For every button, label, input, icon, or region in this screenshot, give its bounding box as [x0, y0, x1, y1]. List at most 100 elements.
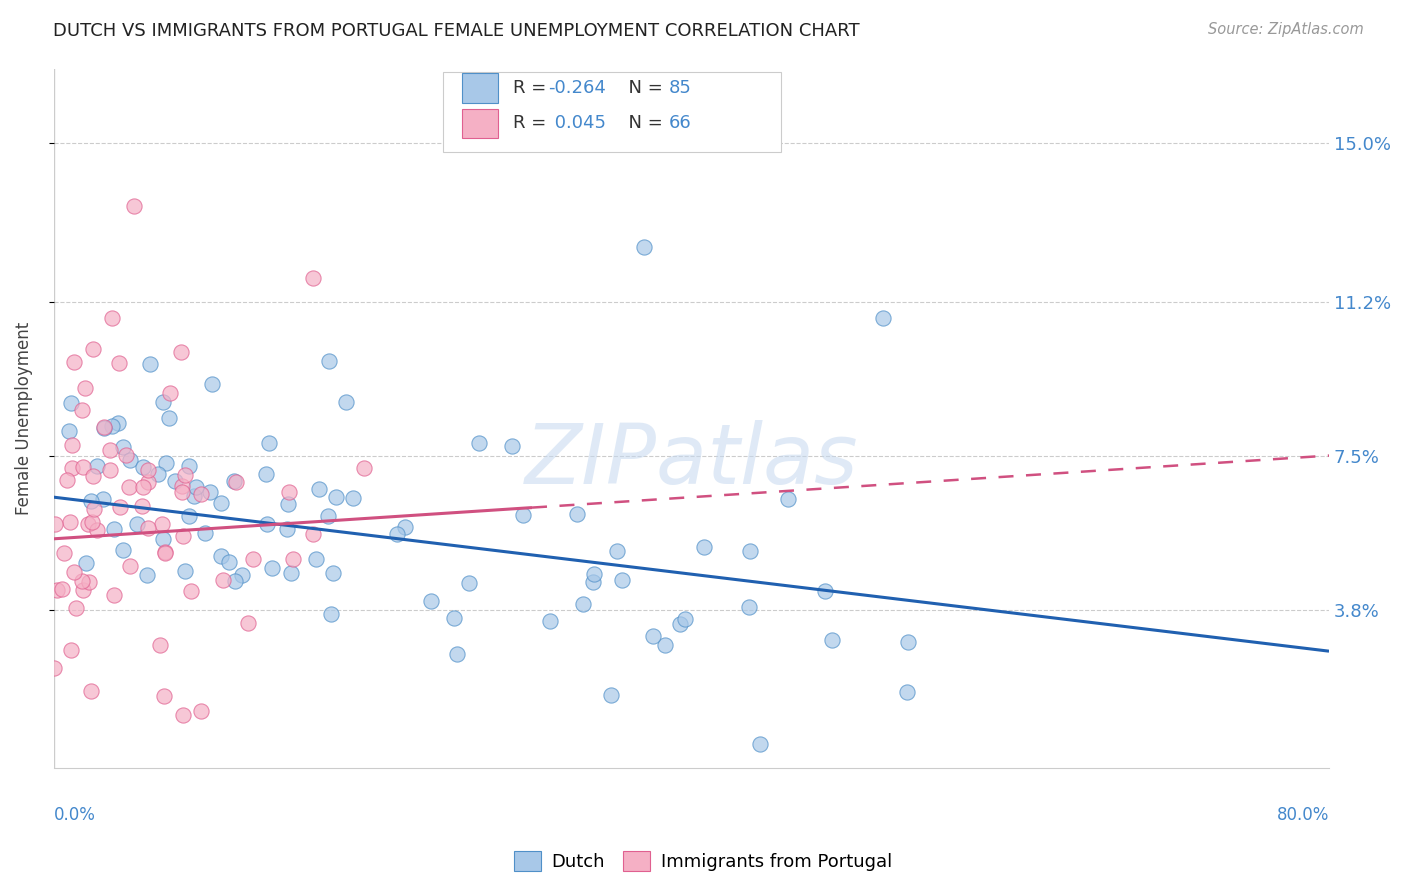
Legend: Dutch, Immigrants from Portugal: Dutch, Immigrants from Portugal: [506, 844, 900, 879]
Point: [59, 515, 82, 529]
Point: [198, 485, 221, 500]
Point: [83, 501, 105, 516]
Point: [172, 708, 194, 723]
Point: [98, 442, 121, 457]
Point: [319, 607, 342, 621]
Point: [118, 480, 141, 494]
Point: [108, 356, 131, 370]
Point: [385, 527, 408, 541]
Text: R =: R =: [513, 114, 553, 132]
Point: [136, 475, 159, 489]
Point: [896, 685, 918, 699]
Point: [305, 551, 328, 566]
Text: DUTCH VS IMMIGRANTS FROM PORTUGAL FEMALE UNEMPLOYMENT CORRELATION CHART: DUTCH VS IMMIGRANTS FROM PORTUGAL FEMALE…: [53, 22, 860, 40]
Point: [170, 344, 193, 359]
Point: [872, 311, 894, 326]
Point: [776, 492, 799, 507]
FancyBboxPatch shape: [443, 72, 780, 153]
Point: [238, 615, 260, 630]
Point: [86, 458, 108, 473]
Point: [63, 565, 86, 579]
Point: [183, 489, 205, 503]
Point: [538, 614, 561, 628]
Point: [80, 494, 103, 508]
Point: [302, 526, 325, 541]
Point: [72, 582, 94, 597]
Point: [458, 575, 481, 590]
Point: [276, 522, 298, 536]
Point: [152, 532, 174, 546]
Point: [155, 456, 177, 470]
Point: [60, 461, 83, 475]
Point: [77, 574, 100, 589]
Text: Source: ZipAtlas.com: Source: ZipAtlas.com: [1208, 22, 1364, 37]
Point: [93, 421, 115, 435]
Point: [101, 419, 124, 434]
Point: [231, 568, 253, 582]
Point: [120, 453, 142, 467]
Point: [277, 485, 299, 500]
Point: [501, 440, 523, 454]
Point: [46, 582, 69, 597]
Point: [111, 543, 134, 558]
Point: [174, 564, 197, 578]
Point: [218, 555, 240, 569]
Point: [600, 689, 623, 703]
Point: [225, 475, 247, 490]
Point: [51, 582, 73, 596]
Point: [82, 469, 104, 483]
Point: [150, 516, 173, 531]
Point: [420, 594, 443, 608]
Point: [63, 354, 86, 368]
Point: [107, 417, 129, 431]
Point: [738, 600, 761, 615]
Point: [60, 438, 83, 452]
Point: [467, 436, 489, 450]
Point: [814, 583, 837, 598]
Point: [131, 500, 153, 514]
Point: [342, 491, 364, 505]
Point: [132, 480, 155, 494]
Point: [93, 420, 115, 434]
Point: [325, 490, 347, 504]
Point: [571, 597, 593, 611]
Point: [443, 611, 465, 625]
Point: [58, 424, 80, 438]
Point: [172, 485, 194, 500]
Point: [108, 500, 131, 515]
Point: [262, 561, 284, 575]
Point: [44, 517, 66, 532]
Point: [749, 737, 772, 751]
Point: [669, 617, 692, 632]
Y-axis label: Female Unemployment: Female Unemployment: [15, 321, 32, 515]
Point: [633, 240, 655, 254]
Point: [174, 468, 197, 483]
Legend: R = -0.264   N = 85, R =  0.045   N = 66: R = -0.264 N = 85, R = 0.045 N = 66: [512, 78, 744, 141]
Point: [280, 566, 302, 580]
Point: [190, 704, 212, 718]
Point: [242, 552, 264, 566]
Point: [222, 475, 245, 489]
Point: [281, 551, 304, 566]
Point: [152, 394, 174, 409]
Point: [60, 642, 83, 657]
Point: [259, 436, 281, 450]
Point: [582, 575, 605, 590]
Point: [254, 467, 277, 481]
Point: [224, 574, 246, 589]
Point: [821, 632, 844, 647]
Point: [654, 638, 676, 652]
Point: [152, 689, 174, 703]
Point: [583, 567, 606, 582]
Point: [131, 459, 153, 474]
Point: [179, 508, 201, 523]
Point: [201, 377, 224, 392]
Point: [42, 661, 65, 675]
Text: 0.0%: 0.0%: [53, 806, 96, 824]
Point: [353, 461, 375, 475]
Point: [136, 462, 159, 476]
Point: [606, 544, 628, 558]
Point: [673, 612, 696, 626]
Point: [318, 508, 340, 523]
Point: [75, 556, 97, 570]
